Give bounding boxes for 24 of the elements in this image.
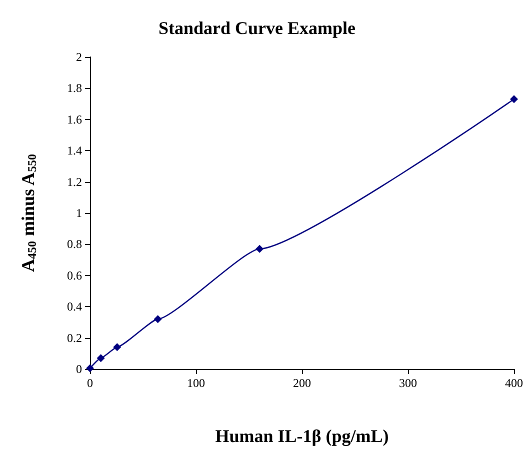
x-tick-label: 100 [187, 376, 205, 390]
y-tick-label: 1.4 [67, 144, 82, 158]
x-axis-title: Human IL-1β (pg/mL) [215, 426, 389, 446]
x-tick-label: 300 [399, 376, 417, 390]
y-axis-title: A450 minus A550 [18, 154, 39, 272]
point [113, 343, 122, 352]
y-tick-label: 0.8 [67, 237, 82, 252]
point [256, 244, 264, 253]
point [154, 315, 162, 324]
y-tick-label: 0.4 [67, 300, 82, 314]
y-tick-label: 1.6 [67, 112, 82, 126]
y-tick-label: 1.8 [67, 81, 82, 96]
y-tick-label: 0.6 [67, 268, 82, 282]
y-tick-label: 1 [76, 206, 82, 220]
y-tick-label: 1.2 [67, 174, 82, 189]
y-tick-label: 2 [76, 50, 82, 64]
chart-title: Standard Curve Example [158, 18, 356, 38]
point [96, 354, 105, 362]
y-tick-label: 0 [76, 362, 82, 376]
x-tick-label: 400 [505, 376, 523, 390]
point [510, 95, 518, 104]
x-tick-label: 0 [87, 376, 93, 390]
x-tick-label: 200 [293, 376, 311, 390]
y-tick-label: 0.2 [67, 330, 82, 345]
